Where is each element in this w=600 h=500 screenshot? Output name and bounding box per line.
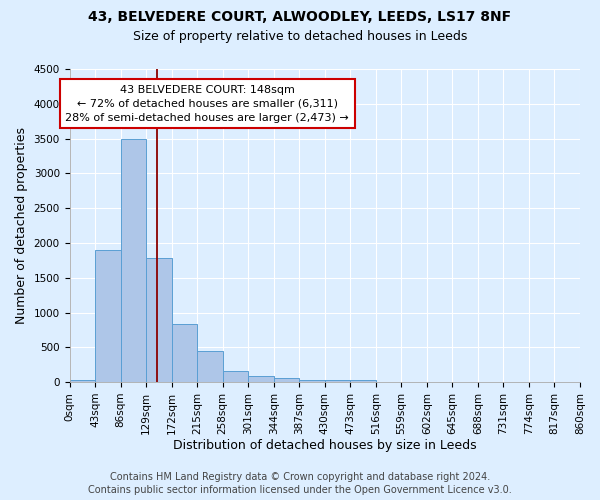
- Text: Contains HM Land Registry data © Crown copyright and database right 2024.
Contai: Contains HM Land Registry data © Crown c…: [88, 472, 512, 495]
- Bar: [223, 372, 248, 382]
- Text: 43, BELVEDERE COURT, ALWOODLEY, LEEDS, LS17 8NF: 43, BELVEDERE COURT, ALWOODLEY, LEEDS, L…: [88, 10, 512, 24]
- X-axis label: Distribution of detached houses by size in Leeds: Distribution of detached houses by size …: [173, 440, 476, 452]
- Bar: [197, 351, 223, 382]
- Bar: [350, 380, 376, 382]
- Bar: [299, 380, 325, 382]
- Text: 43 BELVEDERE COURT: 148sqm
← 72% of detached houses are smaller (6,311)
28% of s: 43 BELVEDERE COURT: 148sqm ← 72% of deta…: [65, 84, 349, 122]
- Bar: [146, 258, 172, 382]
- Bar: [95, 250, 121, 382]
- Bar: [70, 380, 95, 382]
- Bar: [325, 380, 350, 382]
- Bar: [172, 324, 197, 382]
- Bar: [248, 376, 274, 382]
- Bar: [274, 378, 299, 382]
- Text: Size of property relative to detached houses in Leeds: Size of property relative to detached ho…: [133, 30, 467, 43]
- Bar: [121, 138, 146, 382]
- Y-axis label: Number of detached properties: Number of detached properties: [15, 127, 28, 324]
